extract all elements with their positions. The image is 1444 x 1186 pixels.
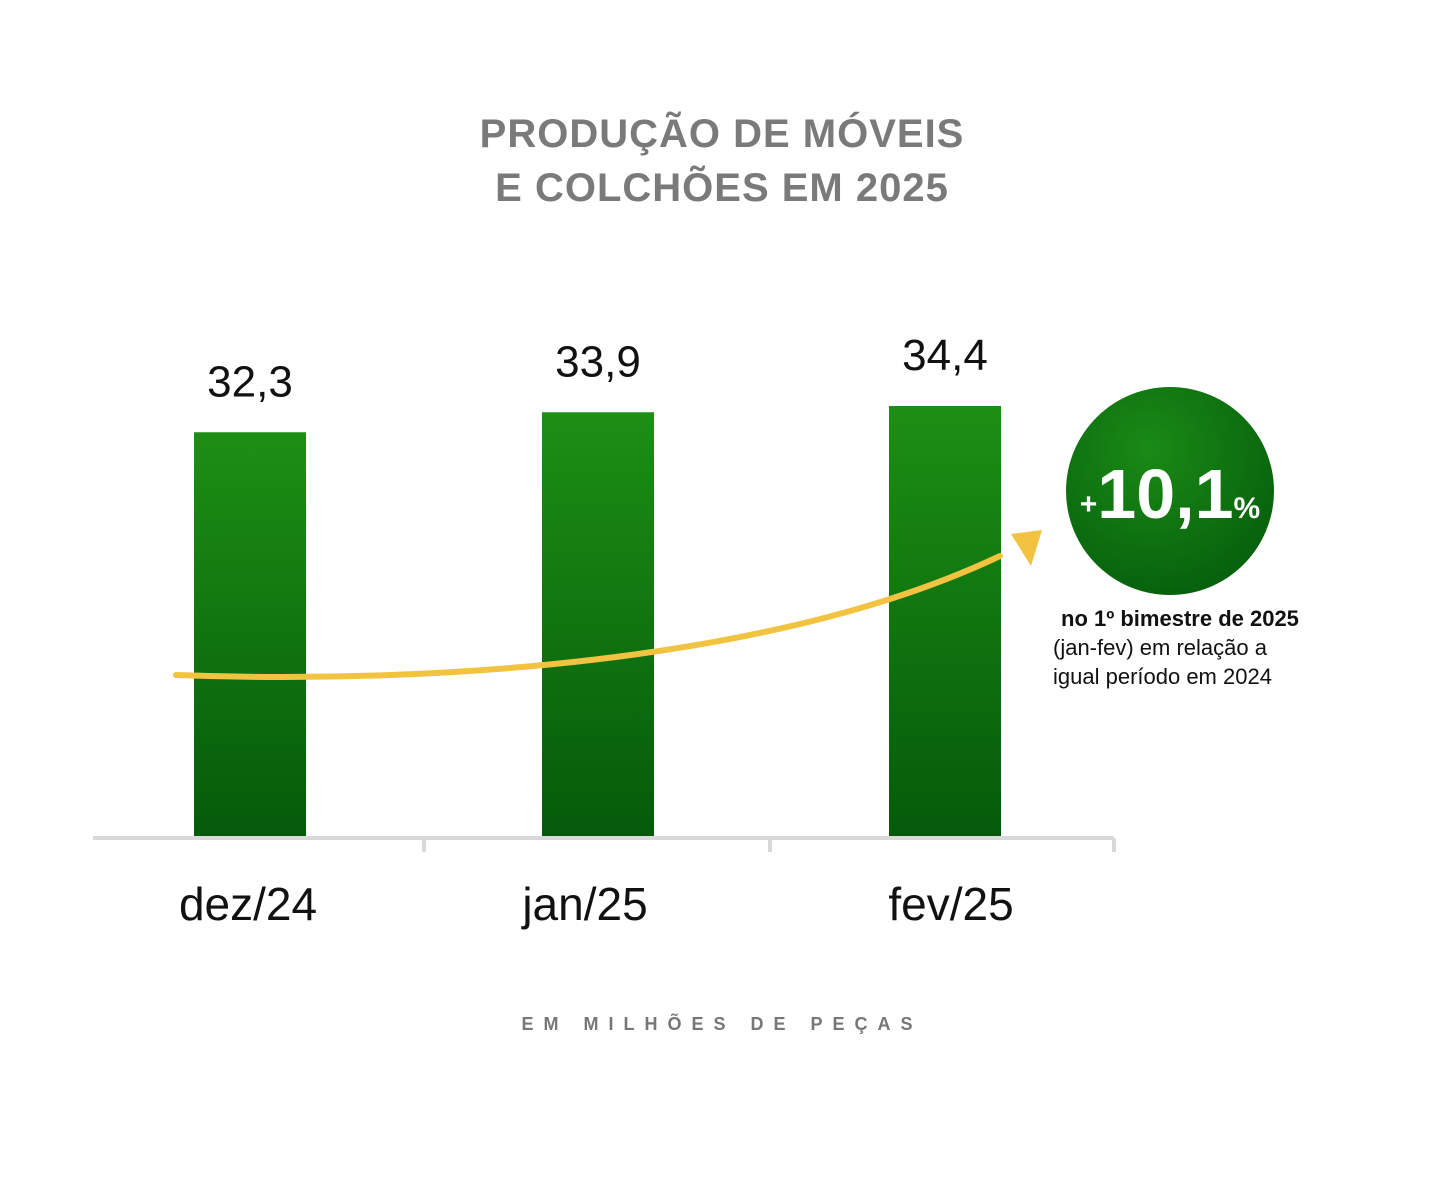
value-label: 33,9 [555, 337, 641, 386]
badge-percent: % [1234, 492, 1261, 525]
value-label: 32,3 [207, 357, 293, 406]
badge-value: 10,1 [1097, 455, 1233, 533]
category-label: dez/24 [179, 878, 317, 930]
units-label: EM MILHÕES DE PEÇAS [521, 1014, 923, 1034]
trend-arrow-curve [173, 553, 1003, 680]
bar-fev-25 [889, 406, 1001, 836]
chart-title-line1: PRODUÇÃO DE MÓVEIS [479, 112, 965, 156]
category-label: fev/25 [888, 878, 1013, 930]
growth-note-line2: (jan-fev) em relação a [1053, 635, 1267, 660]
bar-jan-25 [542, 412, 654, 836]
category-label: jan/25 [520, 878, 647, 930]
growth-note: no 1º bimestre de 2025 (jan-fev) em rela… [1053, 604, 1383, 691]
value-label: 34,4 [902, 331, 988, 380]
growth-badge [1066, 387, 1274, 595]
chart-title-line2: E COLCHÕES EM 2025 [495, 166, 949, 210]
trend-arrow-head [1011, 530, 1042, 566]
growth-note-bold: no 1º bimestre de 2025 [1061, 606, 1299, 631]
growth-note-line3: igual período em 2024 [1053, 664, 1272, 689]
bar-dez-24 [194, 432, 306, 836]
badge-plus: + [1080, 488, 1098, 521]
growth-badge-text: +10,1% [1080, 455, 1260, 533]
